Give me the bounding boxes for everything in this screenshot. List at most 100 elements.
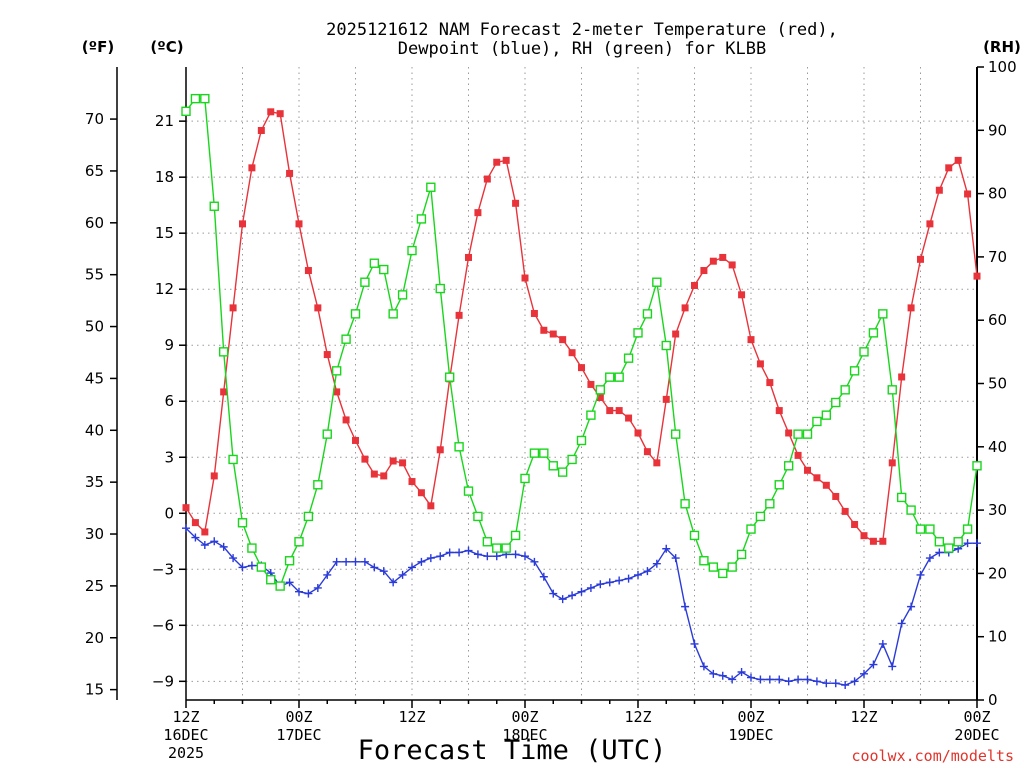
- rh-tick-label: 90: [988, 121, 1007, 139]
- temperature-point: [587, 380, 595, 388]
- temperature-point: [766, 379, 774, 387]
- dewpoint-point: [342, 557, 351, 566]
- dewpoint-point: [285, 578, 294, 587]
- series-rh: [181, 93, 982, 591]
- rh-point: [944, 543, 954, 553]
- rh-point: [473, 511, 483, 522]
- time-tick-label: 16DEC: [163, 726, 208, 744]
- rh-point: [360, 277, 370, 287]
- rh-point: [614, 372, 624, 382]
- temperature-point: [822, 481, 830, 489]
- rh-point: [426, 182, 436, 192]
- temperature-point: [747, 336, 755, 344]
- rh-point: [200, 93, 210, 104]
- dewpoint-point: [247, 561, 256, 570]
- rh-point: [313, 480, 323, 490]
- rh-point: [962, 524, 973, 534]
- temperature-point: [352, 436, 359, 444]
- rh-point: [539, 448, 549, 458]
- rh-point: [228, 454, 238, 465]
- temperature-point: [851, 520, 859, 528]
- dewpoint-point: [455, 548, 464, 557]
- dewpoint-point: [521, 552, 529, 561]
- rh-point: [765, 499, 775, 509]
- dewpoint-point: [426, 554, 435, 563]
- rh-point: [275, 581, 285, 591]
- temperature-point: [898, 373, 906, 381]
- fahrenheit-tick-label: 65: [85, 162, 104, 180]
- temperature-point: [220, 388, 228, 396]
- temperature-point: [502, 156, 510, 164]
- temperature-point: [483, 175, 491, 183]
- dewpoint-point: [728, 675, 737, 684]
- temperature-point: [954, 156, 962, 164]
- dewpoint-point: [794, 675, 803, 684]
- rh-point: [859, 347, 869, 357]
- dewpoint-point: [558, 595, 567, 604]
- temperature-point: [596, 394, 604, 402]
- rh-point: [727, 562, 737, 572]
- rh-point: [510, 530, 521, 541]
- celsius-unit-label: (ºC): [150, 38, 183, 56]
- dewpoint-point: [238, 563, 247, 572]
- temperature-point: [239, 220, 246, 228]
- rh-point: [209, 201, 219, 211]
- dewpoint-point: [709, 669, 718, 678]
- rh-point: [322, 429, 332, 439]
- temperature-point: [935, 186, 943, 194]
- rh-point: [397, 290, 408, 300]
- rh-point: [586, 410, 596, 420]
- time-tick-label: 18DEC: [502, 726, 547, 744]
- rh-tick-label: 50: [988, 375, 1007, 393]
- fahrenheit-tick-label: 60: [85, 214, 104, 232]
- temperature-point: [370, 470, 378, 478]
- rh-point: [661, 340, 671, 351]
- temperature-point: [653, 459, 661, 467]
- temperature-point: [945, 164, 953, 172]
- rh-point: [925, 524, 935, 534]
- rh-point: [482, 537, 493, 547]
- rh-point: [652, 277, 662, 287]
- rh-point: [906, 505, 916, 515]
- dewpoint-point: [718, 671, 727, 680]
- series-dewpoint: [182, 524, 981, 690]
- time-tick-label: 20DEC: [954, 726, 999, 744]
- temperature-point: [248, 164, 256, 172]
- temperature-point: [314, 304, 322, 312]
- dewpoint-point: [389, 578, 398, 587]
- temperature-point: [333, 388, 341, 396]
- temperature-point: [380, 472, 388, 480]
- dewpoint-point: [586, 583, 595, 592]
- rh-point: [708, 562, 719, 572]
- dewpoint-point: [699, 662, 708, 671]
- dewpoint-point: [615, 576, 624, 585]
- dewpoint-point: [907, 602, 916, 611]
- temperature-point: [964, 190, 972, 198]
- dewpoint-point: [210, 537, 219, 546]
- rh-point: [416, 214, 427, 224]
- rh-point: [868, 328, 879, 338]
- rh-point: [454, 442, 464, 452]
- dewpoint-point: [530, 557, 539, 566]
- dewpoint-point: [803, 675, 812, 684]
- rh-point: [887, 385, 897, 395]
- dewpoint-point: [756, 675, 765, 684]
- celsius-tick-label: 15: [155, 224, 174, 242]
- series-2-meter-temperature: [182, 108, 981, 545]
- dewpoint-point: [360, 557, 369, 566]
- dewpoint-point: [775, 675, 784, 684]
- temperature-point: [540, 326, 548, 334]
- dewpoint-point: [408, 563, 416, 572]
- rh-point: [492, 543, 502, 553]
- celsius-tick-label: 3: [164, 448, 174, 466]
- dewpoint-point: [483, 552, 492, 561]
- rh-point: [783, 461, 794, 471]
- temperature-point: [295, 220, 303, 228]
- dewpoint-point: [841, 681, 850, 690]
- celsius-tick-label: 9: [164, 336, 174, 354]
- rh-point: [623, 353, 634, 363]
- rh-point: [576, 435, 587, 446]
- rh-point: [746, 524, 756, 534]
- temperature-point: [276, 110, 284, 118]
